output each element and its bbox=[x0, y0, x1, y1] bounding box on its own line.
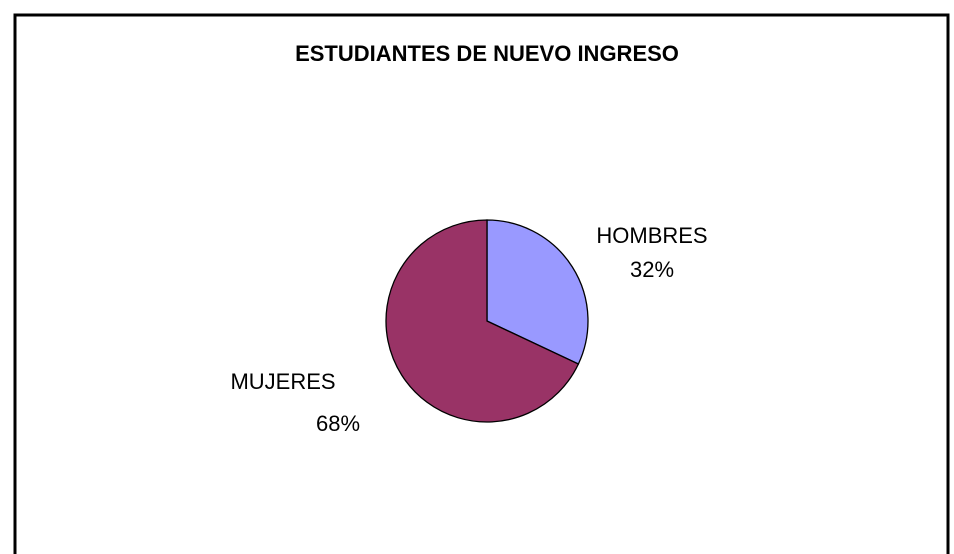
pie-slice bbox=[385, 219, 580, 423]
slice-label: HOMBRES bbox=[596, 223, 707, 248]
chart-title: ESTUDIANTES DE NUEVO INGRESO bbox=[295, 41, 679, 66]
slice-value-label: 32% bbox=[630, 257, 674, 282]
chart-frame bbox=[13, 13, 950, 554]
pie-slice bbox=[486, 219, 589, 365]
slice-label: MUJERES bbox=[230, 369, 335, 394]
slice-value-label: 68% bbox=[316, 411, 360, 436]
